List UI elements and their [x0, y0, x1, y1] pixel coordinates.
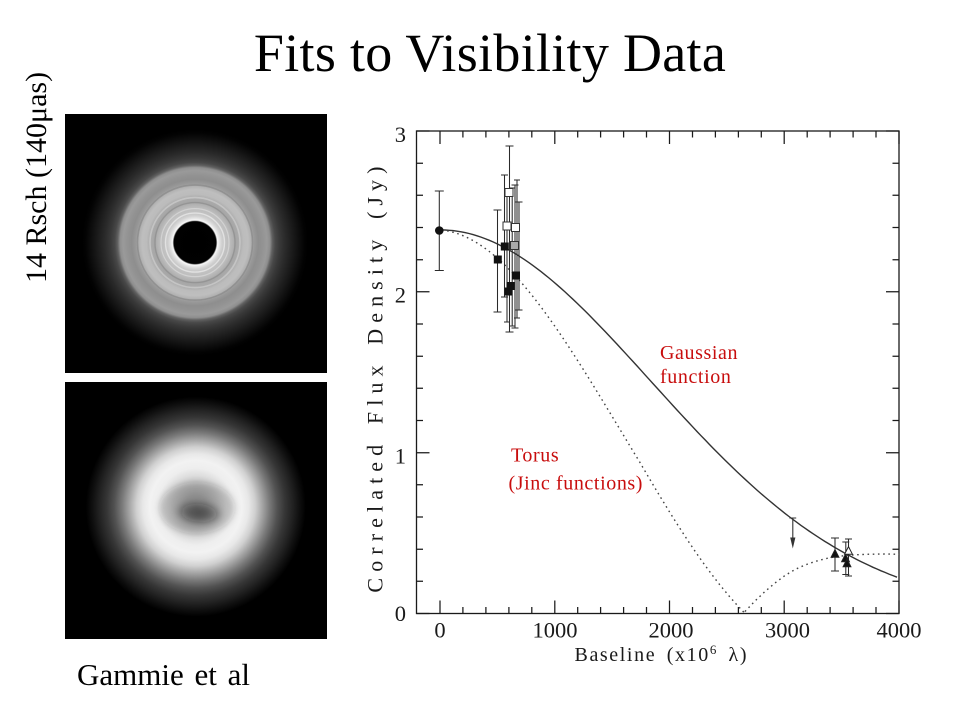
svg-text:4000: 4000 — [877, 618, 922, 643]
svg-text:1000: 1000 — [533, 618, 578, 643]
svg-text:(Jinc functions): (Jinc functions) — [509, 473, 644, 495]
svg-text:2000: 2000 — [649, 618, 694, 643]
svg-text:Torus: Torus — [511, 445, 559, 467]
svg-text:3000: 3000 — [765, 618, 810, 643]
svg-text:Baseline (x106 λ): Baseline (x106 λ) — [575, 642, 749, 666]
svg-text:1: 1 — [395, 443, 406, 468]
svg-text:0: 0 — [395, 601, 406, 626]
svg-text:Gaussian: Gaussian — [660, 342, 738, 364]
svg-text:function: function — [660, 366, 731, 388]
svg-text:3: 3 — [395, 122, 406, 147]
svg-text:Correlated Flux Density (Jy): Correlated Flux Density (Jy) — [363, 160, 388, 592]
svg-text:0: 0 — [434, 618, 445, 643]
svg-text:2: 2 — [395, 283, 406, 308]
